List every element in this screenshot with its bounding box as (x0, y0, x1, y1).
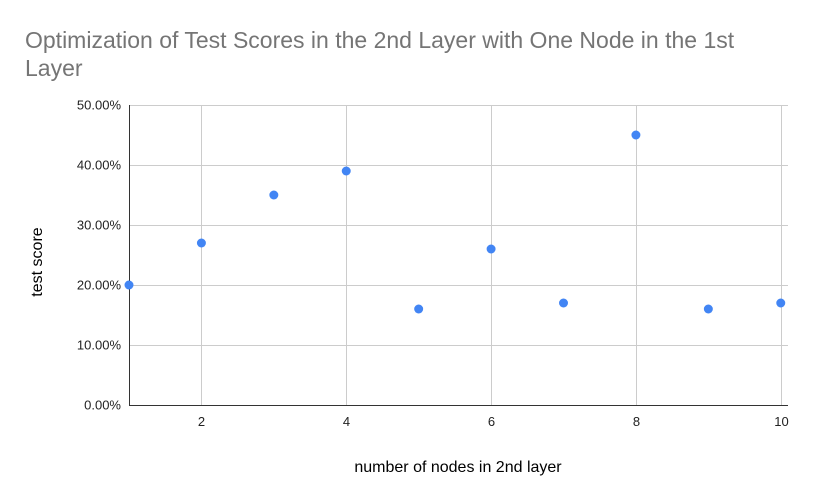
data-point (124, 280, 134, 290)
x-tick-label: 8 (633, 414, 640, 429)
y-tick-labels: 0.00% 10.00% 20.00% 30.00% 40.00% 50.00% (77, 98, 122, 413)
data-point (196, 238, 206, 248)
data-point (776, 298, 786, 308)
x-axis-title: number of nodes in 2nd layer (354, 459, 562, 476)
data-points (124, 130, 786, 314)
data-point (341, 166, 351, 176)
y-tick-label: 20.00% (77, 278, 122, 293)
y-tick-label: 40.00% (77, 158, 122, 173)
data-point (269, 190, 279, 200)
data-point (631, 130, 641, 140)
chart-title: Optimization of Test Scores in the 2nd L… (25, 27, 735, 81)
data-point (559, 298, 569, 308)
x-tick-label: 10 (774, 414, 788, 429)
y-axis-title: test score (29, 227, 46, 296)
x-tick-label: 6 (488, 414, 495, 429)
x-tick-label: 2 (198, 414, 205, 429)
data-point (414, 304, 424, 314)
data-point (703, 304, 713, 314)
y-tick-label: 0.00% (84, 398, 121, 413)
x-tick-labels: 2 4 6 8 10 (198, 414, 789, 429)
y-tick-label: 10.00% (77, 338, 122, 353)
y-tick-label: 30.00% (77, 218, 122, 233)
x-tick-label: 4 (343, 414, 350, 429)
data-point (486, 244, 496, 254)
grid-lines (129, 105, 788, 405)
y-tick-label: 50.00% (77, 98, 122, 113)
axes (129, 105, 788, 406)
